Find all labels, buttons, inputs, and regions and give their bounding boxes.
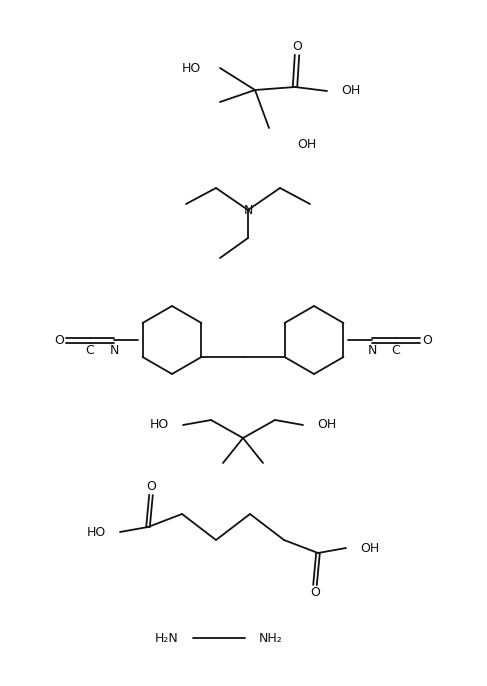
Text: OH: OH <box>297 139 316 152</box>
Text: NH₂: NH₂ <box>259 632 283 645</box>
Text: OH: OH <box>360 541 379 554</box>
Text: H₂N: H₂N <box>155 632 179 645</box>
Text: O: O <box>292 40 302 54</box>
Text: HO: HO <box>182 62 201 75</box>
Text: OH: OH <box>341 84 360 97</box>
Text: O: O <box>310 587 320 600</box>
Text: HO: HO <box>150 418 169 431</box>
Text: N: N <box>367 344 376 357</box>
Text: HO: HO <box>87 525 106 539</box>
Text: O: O <box>54 333 64 346</box>
Text: O: O <box>422 333 432 346</box>
Text: OH: OH <box>317 418 336 431</box>
Text: C: C <box>86 344 94 357</box>
Text: C: C <box>392 344 400 357</box>
Text: N: N <box>244 204 253 217</box>
Text: O: O <box>146 480 156 493</box>
Text: N: N <box>109 344 119 357</box>
